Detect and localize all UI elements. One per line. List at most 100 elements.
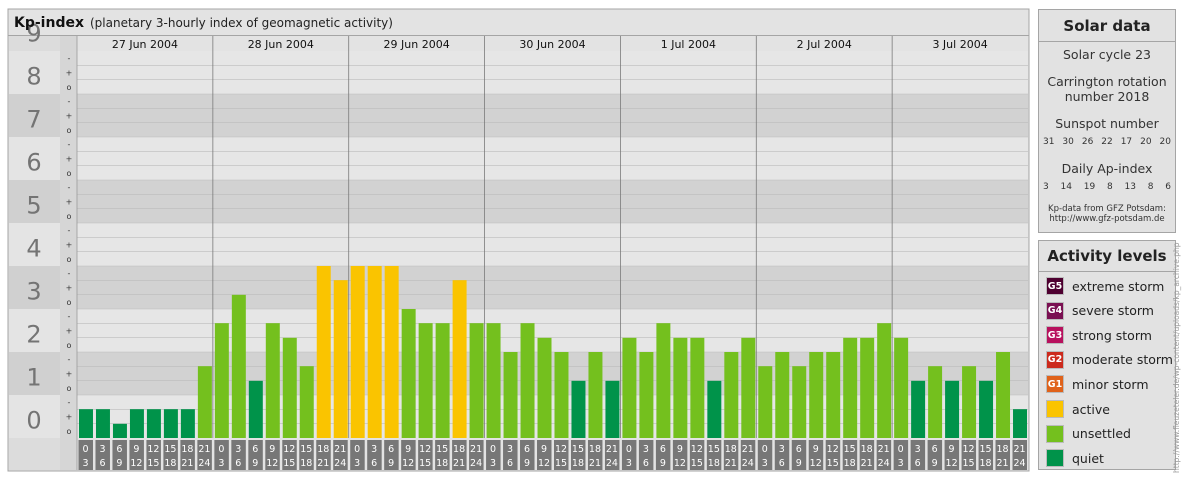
y-tick-label: 9 [26, 20, 41, 48]
interval-start-label: 9 [405, 444, 411, 455]
kp-bar [333, 280, 348, 438]
sub-tick-label: + [66, 198, 73, 207]
interval-start-label: 0 [898, 444, 904, 455]
ap-value: 6 [1165, 182, 1171, 192]
interval-start-label: 12 [147, 444, 159, 455]
sub-tick-label: - [68, 226, 71, 235]
interval-end-label: 15 [691, 458, 703, 469]
ap-label: Daily Ap-index [1061, 161, 1153, 176]
sunspot-label: Sunspot number [1055, 116, 1159, 131]
interval-cell [621, 440, 637, 470]
interval-end-label: 12 [266, 458, 278, 469]
sunspot-values: 31 30 26 22 17 20 20 [1043, 137, 1171, 147]
sub-tick-label: o [67, 427, 72, 436]
interval-cell [452, 440, 467, 470]
sub-tick-label: - [68, 97, 71, 106]
interval-end-label: 3 [898, 458, 904, 469]
axis-band-8 [9, 51, 60, 94]
interval-end-label: 15 [419, 458, 431, 469]
interval-start-label: 18 [181, 444, 193, 455]
kp-bar [707, 380, 722, 438]
sub-tick-label: + [66, 413, 73, 422]
interval-start-label: 9 [133, 444, 139, 455]
interval-end-label: 6 [99, 458, 105, 469]
sub-tick-label: + [66, 112, 73, 121]
kp-bar [503, 352, 518, 438]
activity-level-item: G3 strong storm [1046, 325, 1152, 345]
axis-band-2 [9, 309, 60, 352]
interval-cell [757, 440, 773, 470]
kp-bar [673, 337, 688, 438]
interval-start-label: 9 [269, 444, 275, 455]
interval-end-label: 12 [810, 458, 822, 469]
interval-end-label: 24 [470, 458, 482, 469]
sub-tick-label: + [66, 155, 73, 164]
activity-level-item: active [1046, 399, 1110, 419]
sunspot-value: 26 [1081, 137, 1094, 147]
solar-data-title: Solar data [1063, 17, 1151, 35]
chart-title: Kp-index [14, 15, 84, 31]
sunspot-value: 20 [1159, 137, 1171, 147]
kp-bar [537, 337, 552, 438]
sub-tick-label: - [68, 398, 71, 407]
kp-bar [724, 352, 739, 438]
interval-end-label: 9 [932, 458, 938, 469]
interval-start-label: 9 [541, 444, 547, 455]
interval-start-label: 15 [979, 444, 991, 455]
interval-start-label: 6 [660, 444, 666, 455]
axis-band-7 [9, 94, 60, 137]
kp-chart: 27 Jun 2004 28 Jun 2004 29 Jun 2004 30 Jun … [7, 8, 1030, 472]
interval-start-label: 9 [813, 444, 819, 455]
day-label: 29 Jun 2004 [384, 38, 450, 51]
interval-cell [961, 440, 977, 470]
interval-end-label: 21 [317, 458, 329, 469]
day-label: 1 Jul 2004 [661, 38, 716, 51]
kp-bar [656, 323, 671, 438]
y-tick-label: 1 [26, 364, 41, 392]
sub-tick-label: o [67, 126, 72, 135]
y-tick-label: 8 [26, 63, 41, 91]
interval-start-label: 6 [932, 444, 938, 455]
activity-level-item: G5 extreme storm [1046, 276, 1164, 296]
interval-cell [537, 440, 552, 470]
interval-start-label: 3 [779, 444, 785, 455]
level-label: strong storm [1072, 327, 1152, 343]
sub-tick-label: o [67, 212, 72, 221]
interval-cell [384, 440, 399, 470]
level-swatch: G5 [1046, 277, 1064, 295]
day-label: 30 Jun 2004 [519, 38, 585, 51]
interval-cell [248, 440, 263, 470]
y-tick-label: 6 [26, 149, 41, 177]
interval-end-label: 21 [996, 458, 1008, 469]
activity-levels-panel: Activity levels G5 extreme storm G4 severe … [1038, 240, 1176, 470]
kp-bar [962, 366, 977, 438]
kp-bar [571, 380, 586, 438]
interval-cell [876, 440, 892, 470]
interval-end-label: 21 [589, 458, 601, 469]
interval-start-label: 21 [470, 444, 482, 455]
activity-level-item: quiet [1046, 448, 1104, 468]
interval-cell [638, 440, 654, 470]
sub-tick-label: - [68, 183, 71, 192]
kp-bar [758, 366, 773, 438]
kp-bar [945, 380, 960, 438]
sub-tick-label: + [66, 370, 73, 379]
sub-tick-label: o [67, 169, 72, 178]
interval-end-label: 6 [371, 458, 377, 469]
source-line2: http://www.gfz-potsdam.de [1049, 214, 1165, 224]
kp-bar [741, 337, 756, 438]
kp-bar [690, 337, 705, 438]
interval-end-label: 3 [218, 458, 224, 469]
carrington-line1: Carrington rotation [1047, 74, 1167, 89]
kp-bar [401, 309, 416, 438]
interval-start-label: 18 [725, 444, 737, 455]
ap-value: 13 [1124, 182, 1136, 192]
interval-cell [95, 440, 110, 470]
interval-start-label: 3 [235, 444, 241, 455]
kp-bar [367, 266, 382, 438]
interval-start-label: 15 [436, 444, 448, 455]
interval-start-label: 3 [507, 444, 513, 455]
interval-start-label: 12 [963, 444, 975, 455]
activity-levels-title: Activity levels [1047, 247, 1167, 265]
